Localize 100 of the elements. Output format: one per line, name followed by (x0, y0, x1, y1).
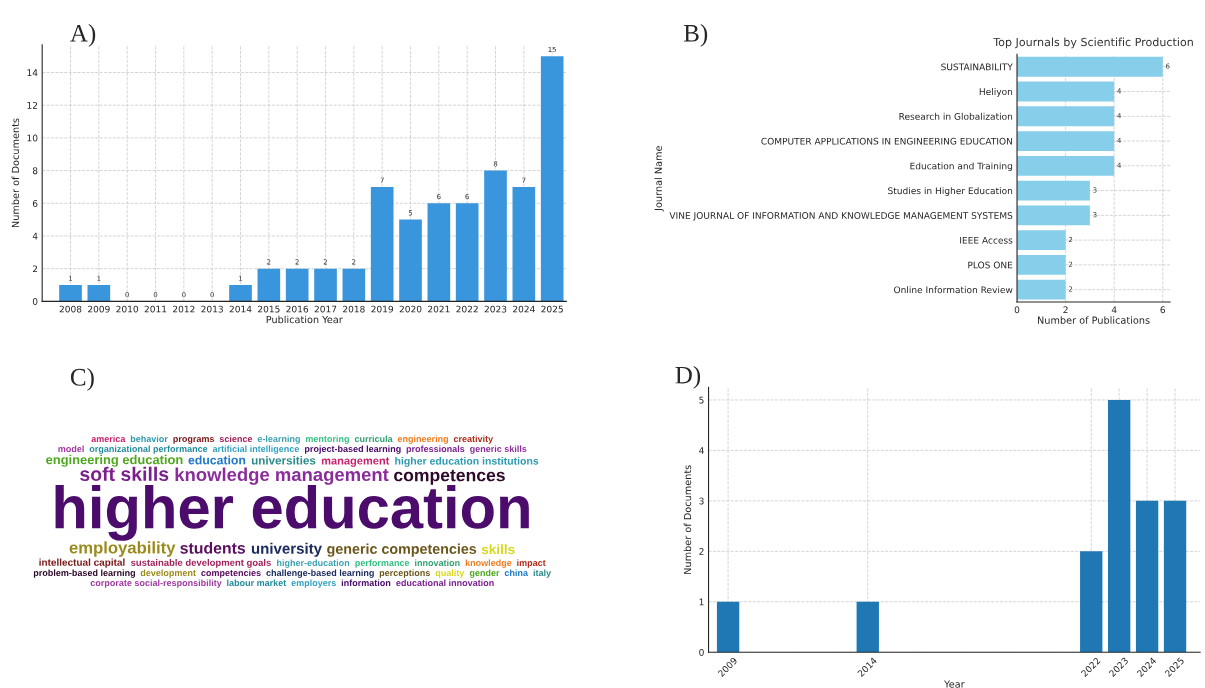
x-tick-label: 2017 (314, 305, 337, 313)
y-tick-label: IEEE Access (960, 236, 1013, 244)
x-tick-label: 2022 (456, 305, 478, 313)
y-axis-title: Journal Name (654, 146, 664, 212)
text: higher-education (277, 559, 350, 568)
text: intellectual capital (39, 558, 125, 568)
bar (1108, 399, 1131, 653)
text: behavior (130, 435, 168, 443)
x-tick-label: 2015 (258, 305, 280, 313)
y-tick-label: 4 (699, 447, 704, 454)
bar (1163, 500, 1187, 653)
bar (512, 186, 536, 302)
x-tick-label: 2 (1063, 306, 1068, 314)
y-tick-label: COMPUTER APPLICATIONS IN ENGINEERING EDUCATION (761, 137, 1012, 145)
bar (1080, 551, 1103, 653)
x-tick-label: 2024 (513, 305, 535, 313)
bar (427, 203, 451, 302)
x-tick-label: 2008 (59, 305, 82, 313)
y-tick-label: 0 (32, 298, 38, 305)
x-tick-label: 2023 (484, 305, 507, 313)
text: performance (355, 559, 410, 568)
bar (1135, 500, 1159, 653)
text: soft skills (80, 466, 169, 481)
text: programs (173, 437, 215, 444)
text: education (188, 455, 246, 465)
text: artificial intelligence (212, 445, 300, 454)
x-axis-title: Publication Year (266, 315, 343, 324)
bar (314, 268, 337, 302)
y-tick-label: Heliyon (979, 88, 1013, 97)
bar (1017, 131, 1115, 151)
text: perceptions (379, 569, 430, 578)
bar (370, 186, 394, 302)
x-tick-label: 2021 (428, 305, 450, 313)
y-tick-label: 4 (32, 232, 38, 240)
text: labour market (227, 579, 287, 587)
bar (1017, 279, 1066, 300)
x-tick-label: 4 (1111, 306, 1117, 314)
y-tick-label: 3 (699, 497, 704, 505)
x-tick-label: 6 (1160, 306, 1166, 314)
text: organizational performance (89, 445, 208, 454)
x-tick-label: 2019 (371, 305, 394, 313)
y-tick-label: SUSTAINABILITY (941, 63, 1013, 71)
y-tick-label: VINE JOURNAL OF INFORMATION AND KNOWLEDGE MANAGEMENT SYSTEMS (669, 212, 1013, 221)
x-tick-label: 2010 (116, 305, 139, 313)
bar (856, 601, 879, 653)
y-tick-label: 2 (32, 265, 38, 273)
x-axis-title: Number of Publications (1037, 316, 1150, 324)
y-tick-label: 12 (27, 101, 38, 109)
text: project-based learning (305, 445, 401, 454)
y-tick-label: Studies in Higher Education (888, 187, 1013, 196)
bar (1017, 254, 1066, 275)
text: higher education (55, 484, 529, 541)
text: competences (394, 469, 505, 485)
text: innovation (415, 559, 460, 567)
text: development (140, 569, 196, 578)
x-tick-label: 2018 (343, 305, 365, 313)
text: corporate social-responsibility (90, 579, 222, 588)
text: e-learning (257, 435, 300, 444)
y-tick-label: Research in Globalization (899, 112, 1013, 120)
x-tick-label: 0 (1014, 306, 1020, 314)
y-tick-label: 14 (27, 69, 38, 76)
x-tick-label: 2011 (144, 305, 167, 313)
text: challenge-based learning (266, 569, 374, 578)
bar (1017, 230, 1066, 251)
y-tick-label: 8 (32, 167, 38, 175)
text: engineering (397, 435, 449, 444)
text: employability (69, 541, 176, 557)
text: D) (675, 366, 701, 389)
bar (257, 268, 281, 302)
text: management (321, 457, 390, 467)
text: knowledge (465, 559, 512, 568)
bar (455, 203, 479, 302)
text: information (341, 579, 391, 587)
text: mentoring (305, 435, 349, 444)
annotation: A) (70, 24, 96, 47)
y-tick-label: 5 (699, 396, 704, 404)
bar (716, 601, 740, 653)
x-tick-label: 2009 (88, 305, 110, 313)
y-tick-label: 6 (32, 200, 38, 207)
text: generic competencies (327, 543, 477, 557)
y-tick-label: Education and Training (910, 162, 1013, 172)
text: skills (481, 544, 515, 555)
text: C) (70, 368, 94, 391)
x-axis-title: Year (944, 680, 965, 688)
text: america (91, 435, 126, 443)
y-tick-label: 10 (27, 134, 38, 142)
y-tick-label: PLOS ONE (968, 261, 1013, 269)
x-tick-label: 2025 (541, 305, 563, 313)
text: china (504, 569, 529, 577)
text: competencies (201, 569, 261, 578)
chart-title: Top Journals by Scientific Production (993, 37, 1193, 49)
bar (540, 56, 564, 302)
text: higher education institutions (395, 457, 539, 467)
text: knowledge management (175, 467, 389, 485)
text: italy (533, 569, 552, 578)
y-axis-title: Number of Documents (11, 118, 20, 228)
text: problem-based learning (33, 569, 135, 578)
bar (87, 285, 111, 302)
text: creativity (453, 435, 494, 444)
text: model (58, 445, 84, 453)
